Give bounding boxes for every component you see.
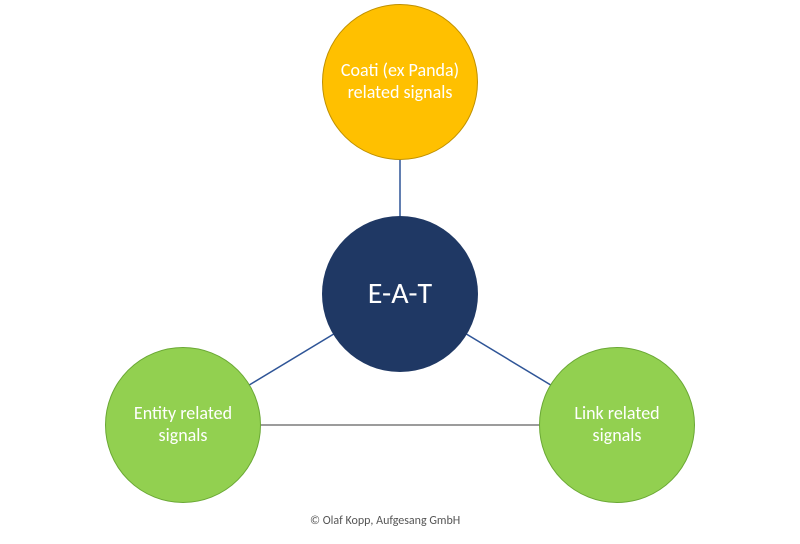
- node-left-label: Entity related signals: [114, 403, 252, 446]
- node-top-label: Coati (ex Panda) related signals: [331, 60, 469, 103]
- node-center: E-A-T: [322, 216, 478, 372]
- node-center-label: E-A-T: [368, 276, 432, 312]
- credit-text: © Olaf Kopp, Aufgesang GmbH: [310, 514, 460, 528]
- node-left: Entity related signals: [105, 347, 261, 503]
- diagram-canvas: E-A-T Coati (ex Panda) related signals Ent…: [0, 0, 800, 544]
- node-top: Coati (ex Panda) related signals: [322, 4, 478, 160]
- node-right-label: Link related signals: [548, 403, 686, 446]
- node-right: Link related signals: [539, 347, 695, 503]
